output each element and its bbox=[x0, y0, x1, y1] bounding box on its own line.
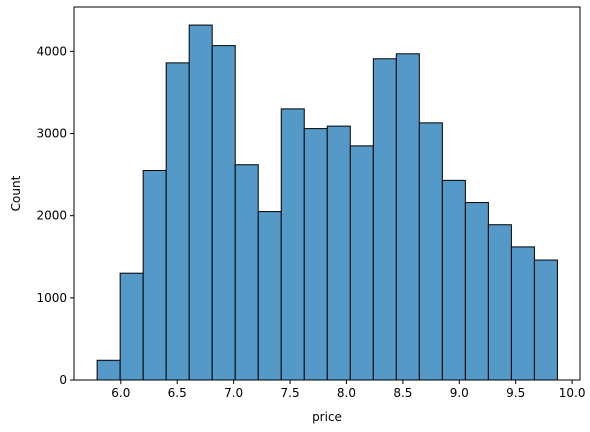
histogram-bar bbox=[165, 62, 190, 381]
histogram-bar bbox=[510, 246, 535, 381]
histogram-bar bbox=[533, 259, 558, 381]
x-tick-label: 8.0 bbox=[337, 386, 356, 400]
y-tick-label: 1000 bbox=[36, 291, 67, 305]
histogram-bar bbox=[487, 224, 512, 381]
histogram-bar bbox=[211, 45, 236, 381]
histogram-bar bbox=[234, 164, 259, 381]
histogram-bar bbox=[349, 145, 374, 381]
histogram-bar bbox=[418, 122, 443, 381]
x-tick-label: 9.5 bbox=[506, 386, 525, 400]
histogram-bar bbox=[119, 272, 144, 381]
histogram-bar bbox=[142, 169, 167, 381]
x-tick-label: 7.5 bbox=[281, 386, 300, 400]
plot-frame bbox=[73, 6, 581, 381]
histogram-bar bbox=[372, 58, 397, 381]
x-tick-label: 9.0 bbox=[450, 386, 469, 400]
x-tick-label: 6.5 bbox=[168, 386, 187, 400]
x-tick-label: 8.5 bbox=[393, 386, 412, 400]
axes-group: 6.0 6.5 7.0 7.5 8.0 8.5 9.0 9.5 10.0 0 1000 2000 300… bbox=[36, 6, 586, 400]
histogram-bar bbox=[303, 128, 328, 381]
y-tick-label: 3000 bbox=[36, 127, 67, 141]
histogram-bar bbox=[441, 179, 466, 381]
y-tick-label: 4000 bbox=[36, 44, 67, 58]
histogram-bar bbox=[395, 53, 420, 381]
y-tick-label: 2000 bbox=[36, 209, 67, 223]
histogram-bar bbox=[326, 125, 351, 381]
histogram-bar bbox=[464, 202, 489, 381]
histogram-bar bbox=[188, 24, 213, 381]
y-tick-label: 0 bbox=[59, 373, 67, 387]
y-axis-label: Count bbox=[9, 175, 23, 211]
bars-group bbox=[96, 24, 558, 381]
x-axis-label: price bbox=[312, 410, 342, 424]
histogram-bar bbox=[257, 211, 282, 381]
x-tick-label: 10.0 bbox=[559, 386, 586, 400]
x-tick-label: 6.0 bbox=[111, 386, 130, 400]
histogram-bar bbox=[96, 359, 121, 381]
histogram-bar bbox=[280, 108, 305, 381]
x-tick-label: 7.0 bbox=[224, 386, 243, 400]
